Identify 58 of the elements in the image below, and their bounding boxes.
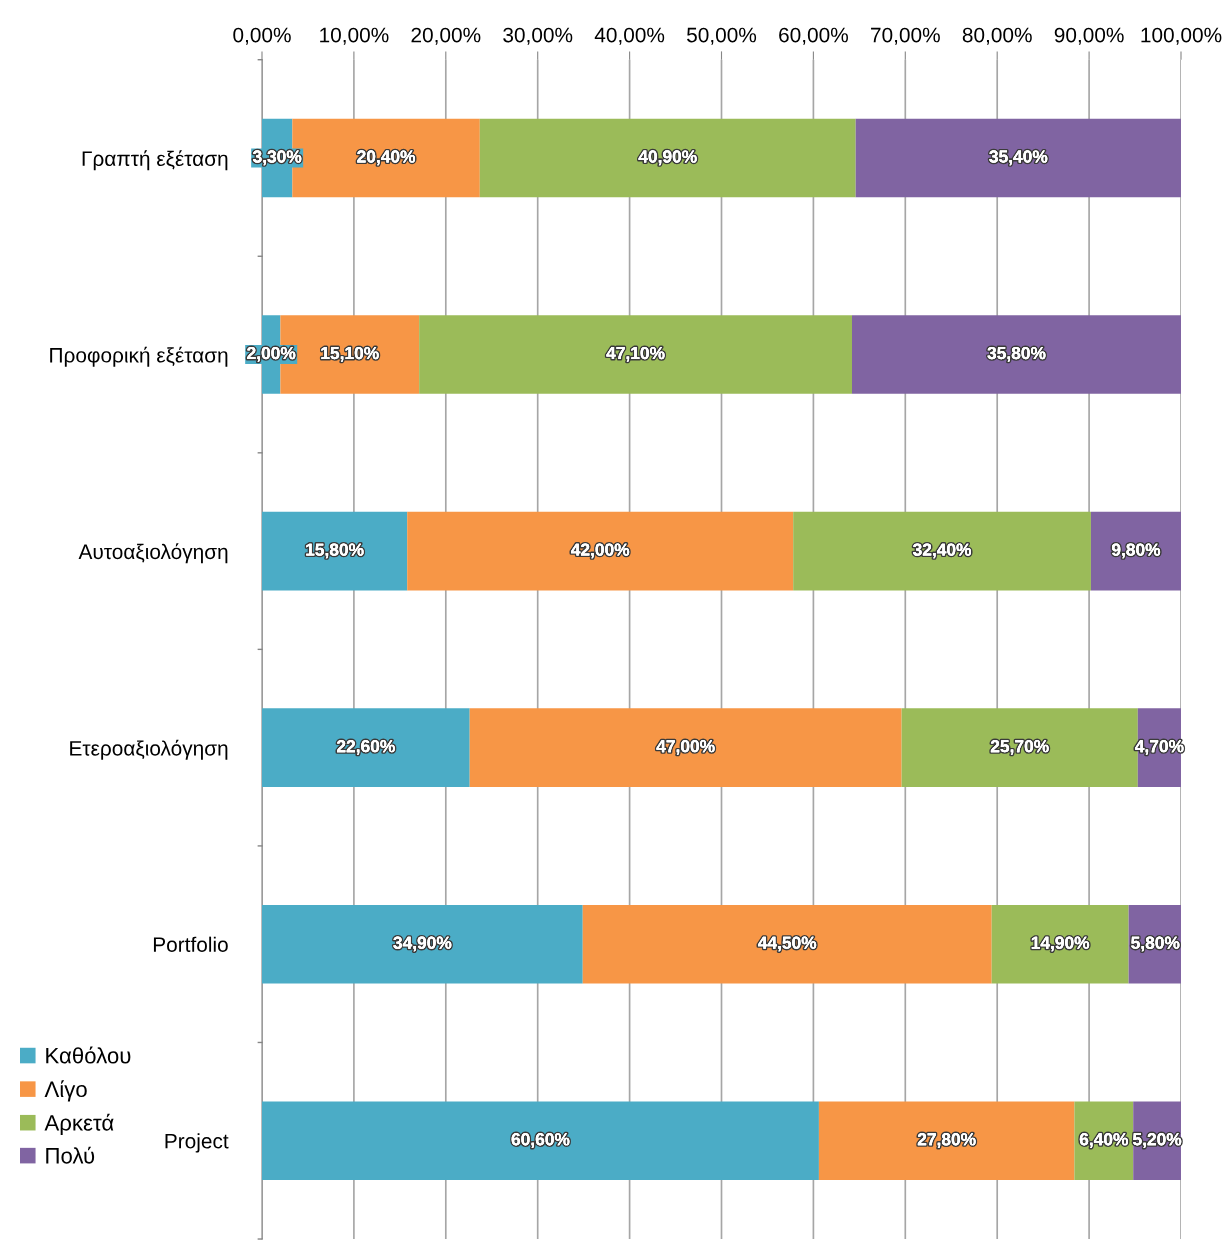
x-tick-label: 20,00%	[411, 27, 481, 45]
bar	[262, 511, 408, 591]
bar	[262, 904, 583, 984]
y-tick-label: Προφορική εξέταση	[50, 346, 228, 367]
x-tick-label: 30,00%	[503, 27, 573, 45]
bar	[855, 118, 1181, 198]
y-tick-label: Ετεροαξιολόγηση	[70, 739, 228, 760]
bar	[469, 708, 902, 787]
y-tick-label: Portfolio	[153, 936, 228, 952]
x-tick-label: 50,00%	[687, 27, 757, 45]
bar	[852, 315, 1181, 394]
data-label: 14,90%	[1031, 936, 1090, 952]
bar	[793, 511, 1091, 591]
data-label: 44,50%	[758, 936, 817, 952]
data-label: 32,40%	[913, 543, 972, 559]
legend-label: Λίγο	[44, 1080, 87, 1102]
bar	[818, 1101, 1075, 1181]
data-label: 20,40%	[357, 150, 416, 166]
x-tick-label: 80,00%	[962, 27, 1032, 45]
data-label: 9,80%	[1111, 543, 1161, 559]
data-label: 60,60%	[511, 1133, 570, 1148]
x-tick-label: 70,00%	[871, 27, 940, 45]
x-tick-label: 10,00%	[320, 27, 389, 45]
x-tick-label: 0,00%	[233, 27, 291, 45]
data-label: 42,00%	[571, 543, 630, 559]
y-tick-label: Project	[165, 1133, 229, 1153]
bar	[582, 904, 992, 984]
data-label: 34,90%	[393, 936, 452, 952]
bar	[991, 904, 1129, 984]
bar	[1090, 511, 1181, 591]
data-label: 15,80%	[306, 543, 364, 559]
data-label: 25,70%	[990, 740, 1049, 755]
data-label: 22,60%	[337, 740, 395, 755]
data-label: 35,40%	[989, 150, 1048, 166]
x-tick-label: 90,00%	[1054, 27, 1124, 45]
bar	[419, 315, 852, 394]
x-tick-label: 60,00%	[779, 27, 848, 45]
data-label: 47,10%	[606, 346, 665, 362]
x-tick-label: 100,00%	[1141, 27, 1222, 45]
data-label: 47,00%	[656, 740, 715, 755]
data-label: 40,90%	[638, 150, 697, 166]
bar	[262, 1101, 819, 1181]
data-label: 6,40%	[1079, 1133, 1128, 1148]
data-label: 35,80%	[987, 346, 1046, 362]
data-label: 3,30%	[252, 150, 302, 166]
data-label: 5,80%	[1131, 936, 1180, 952]
y-tick-label: Αυτοαξιολόγηση	[78, 543, 228, 564]
legend-label: Καθόλου	[46, 1046, 131, 1064]
data-label: 2,00%	[247, 346, 296, 362]
bar	[479, 118, 856, 198]
x-tick-label: 40,00%	[594, 27, 665, 45]
data-label: 15,10%	[321, 346, 379, 362]
legend-label: Πολύ	[46, 1146, 95, 1164]
data-label: 27,80%	[917, 1133, 976, 1148]
y-tick-label: Γραπτή εξέταση	[82, 150, 228, 171]
bar	[262, 708, 470, 787]
legend-label: Αρκετά	[44, 1113, 114, 1136]
bar	[407, 511, 794, 591]
